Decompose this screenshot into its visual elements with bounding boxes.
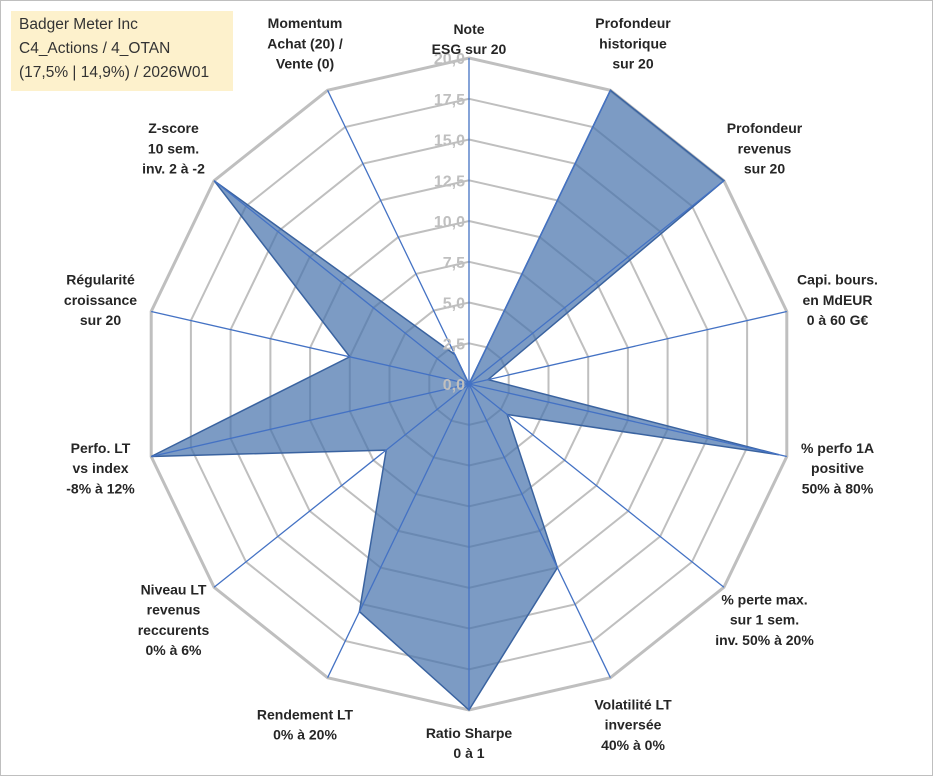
axis-label-line: 10 sem. <box>148 140 199 156</box>
axis-label-line: sur 20 <box>612 56 653 72</box>
axis-label: Profondeur historique sur 20 <box>595 15 671 71</box>
spoke-line <box>468 383 787 458</box>
axis-label-line: Momentum <box>268 15 343 31</box>
axis-label-line: Profondeur <box>727 120 803 136</box>
axis-label-line: Capi. bours. <box>797 272 878 288</box>
spoke-line <box>327 90 470 385</box>
axis-label: Rendement LT 0% à 20% <box>257 707 354 743</box>
axis-label-line: 0 à 1 <box>453 745 484 761</box>
axis-label-line: inversée <box>605 717 662 733</box>
spoke-line <box>468 383 725 588</box>
axis-label-line: sur 20 <box>80 312 121 328</box>
category-line: C4_Actions / 4_OTAN <box>19 40 171 57</box>
axis-label: Ratio Sharpe 0 à 1 <box>426 725 513 761</box>
axis-label-line: 40% à 0% <box>601 737 665 753</box>
spoke-line <box>468 383 611 678</box>
axis-label: Perfo. LT vs index -8% à 12% <box>66 440 135 496</box>
tick-label: 20,0 <box>434 51 465 68</box>
tick-layer: 0,0 2,5 5,0 7,5 10,0 12,5 15,0 17,5 20,0 <box>434 51 465 394</box>
spoke-line <box>468 90 611 385</box>
axis-label-line: croissance <box>64 292 137 308</box>
spoke-line <box>327 383 470 678</box>
axis-label: % perte max. sur 1 sem. inv. 50% à 20% <box>715 592 814 648</box>
title-box: Badger Meter Inc C4_Actions / 4_OTAN (17… <box>11 11 233 91</box>
tick-label: 10,0 <box>434 214 465 231</box>
axis-label-line: en MdEUR <box>803 292 873 308</box>
spoke-line <box>468 180 725 385</box>
spoke-line <box>468 310 787 385</box>
tick-label: 5,0 <box>443 296 465 313</box>
axis-label-line: Profondeur <box>595 15 671 31</box>
axis-label-line: inv. 50% à 20% <box>715 632 814 648</box>
axis-label: Capi. bours. en MdEUR 0 à 60 G€ <box>797 272 878 328</box>
tick-label: 15,0 <box>434 133 465 150</box>
axis-label-line: positive <box>811 460 864 476</box>
axis-label-line: Note <box>453 21 484 37</box>
axis-label-line: ESG sur 20 <box>432 41 507 57</box>
axis-label-line: revenus <box>147 602 201 618</box>
axis-label-line: Perfo. LT <box>71 440 131 456</box>
axis-label-line: reccurents <box>138 622 210 638</box>
axis-label: Note ESG sur 20 <box>432 21 507 57</box>
axis-label-line: Ratio Sharpe <box>426 725 513 741</box>
company-name: Badger Meter Inc <box>19 16 138 33</box>
spoke-line <box>151 310 470 385</box>
axis-label: Niveau LT revenus reccurents 0% à 6% <box>138 581 210 658</box>
axis-label-line: Régularité <box>66 272 135 288</box>
axis-label-line: sur 20 <box>744 161 785 177</box>
axis-label-line: Rendement LT <box>257 707 354 723</box>
axis-label-line: sur 1 sem. <box>730 612 799 628</box>
axis-label-line: 0% à 20% <box>273 727 337 743</box>
axis-label-line: -8% à 12% <box>66 480 135 496</box>
axis-label-line: vs index <box>72 460 128 476</box>
axis-label-line: Z-score <box>148 120 199 136</box>
tick-label: 0,0 <box>443 377 465 394</box>
spoke-line <box>213 180 470 385</box>
axis-label: % perfo 1A positive 50% à 80% <box>801 440 874 496</box>
tick-label: 17,5 <box>434 92 465 109</box>
axis-label-line: Vente (0) <box>276 56 334 72</box>
axis-label-line: Niveau LT <box>141 581 207 597</box>
axis-label-line: 0% à 6% <box>145 642 202 658</box>
tick-label: 12,5 <box>434 173 465 190</box>
spoke-line <box>213 383 470 588</box>
axis-label-line: revenus <box>738 140 792 156</box>
axis-label: Z-score 10 sem. inv. 2 à -2 <box>142 120 205 176</box>
spoke-line <box>151 383 470 458</box>
axis-label: Volatilité LT inversée 40% à 0% <box>594 696 672 752</box>
details-line: (17,5% | 14,9%) / 2026W01 <box>19 64 210 81</box>
axis-label: Momentum Achat (20) / Vente (0) <box>267 15 343 71</box>
axis-label: Profondeur revenus sur 20 <box>727 120 803 176</box>
tick-label: 7,5 <box>443 255 465 272</box>
axis-label: Régularité croissance sur 20 <box>64 272 137 328</box>
axis-label-line: % perte max. <box>721 592 807 608</box>
axis-label-line: 0 à 60 G€ <box>807 312 869 328</box>
axis-label-line: historique <box>599 35 667 51</box>
axis-label-line: Volatilité LT <box>594 696 672 712</box>
label-layer: Note ESG sur 20 Profondeur historique sur 20… <box>64 15 878 761</box>
axis-label-line: Achat (20) / <box>267 35 343 51</box>
spoke-layer <box>151 58 787 710</box>
axis-label-line: % perfo 1A <box>801 440 874 456</box>
axis-label-line: 50% à 80% <box>802 480 874 496</box>
tick-label: 2,5 <box>443 336 465 353</box>
axis-label-line: inv. 2 à -2 <box>142 161 205 177</box>
